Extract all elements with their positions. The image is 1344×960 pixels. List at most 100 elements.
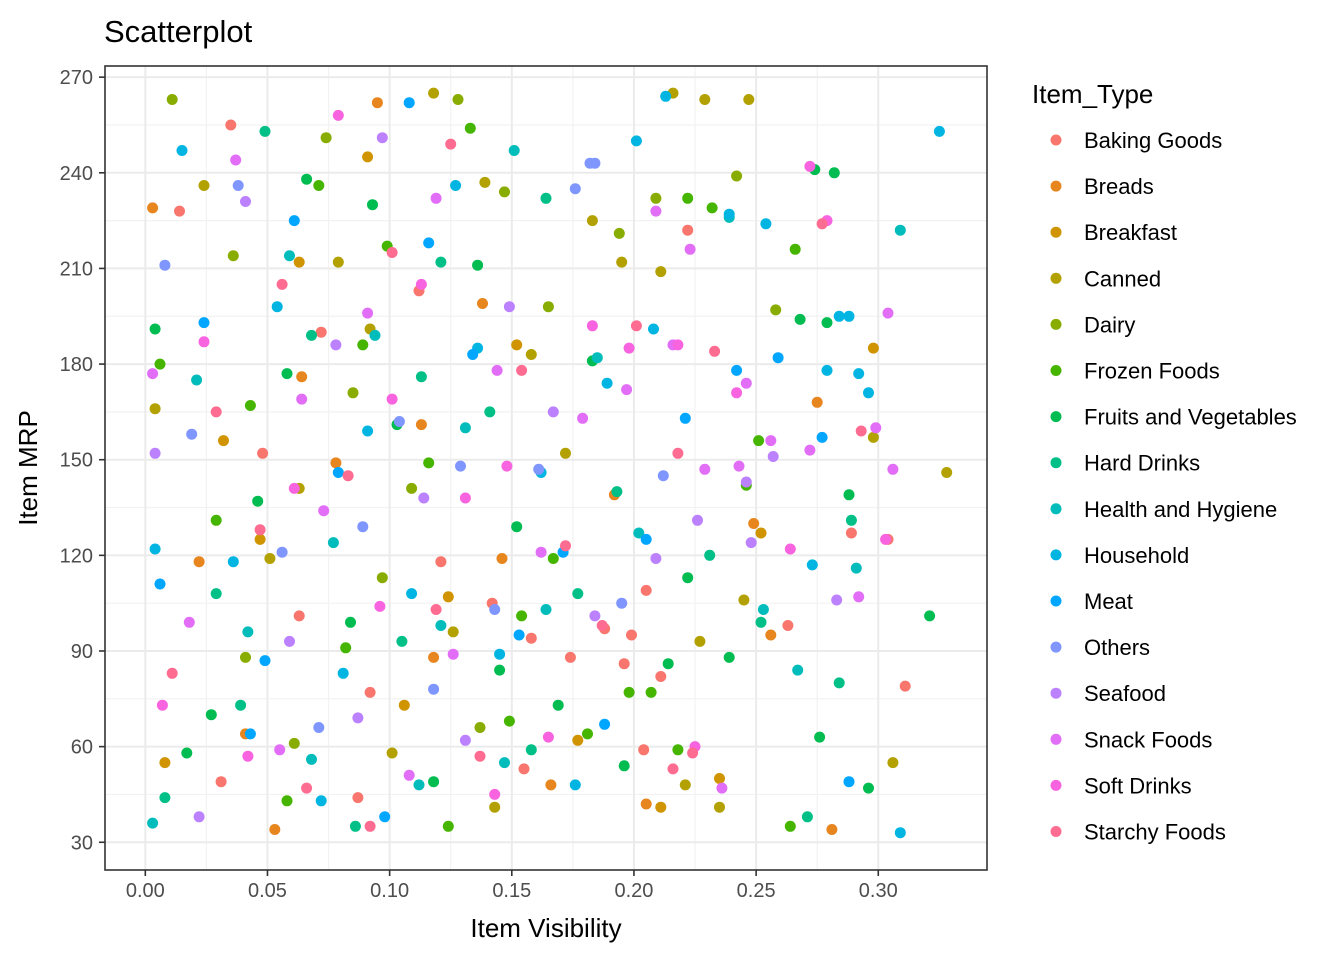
- data-point: [714, 801, 725, 813]
- legend-label: Breakfast: [1084, 220, 1177, 245]
- data-point: [281, 795, 293, 807]
- data-point: [415, 419, 427, 431]
- data-point: [357, 339, 369, 351]
- legend-label: Baking Goods: [1084, 128, 1222, 153]
- data-point: [843, 310, 855, 322]
- data-point: [418, 492, 430, 504]
- legend-item: Soft Drinks: [1050, 773, 1192, 798]
- data-point: [313, 722, 325, 733]
- data-point: [149, 323, 161, 335]
- data-point: [183, 616, 195, 628]
- data-point: [599, 718, 611, 730]
- data-point: [572, 734, 584, 746]
- data-point: [413, 779, 425, 791]
- data-point: [564, 651, 576, 663]
- legend-key: [1050, 365, 1062, 376]
- data-point: [499, 757, 510, 769]
- data-point: [371, 97, 383, 109]
- data-point: [428, 651, 440, 663]
- x-tick-label: 0.10: [370, 880, 409, 902]
- data-point: [254, 533, 266, 545]
- data-point: [821, 364, 833, 376]
- data-point: [415, 278, 427, 290]
- data-point: [154, 578, 166, 590]
- data-point: [821, 317, 833, 329]
- legend-key: [1050, 180, 1062, 192]
- data-point: [174, 205, 185, 217]
- data-point: [181, 747, 193, 759]
- x-tick-label: 0.30: [859, 880, 898, 902]
- data-point: [472, 259, 484, 271]
- data-point: [345, 616, 356, 628]
- legend-key: [1050, 457, 1062, 469]
- data-point: [176, 145, 188, 156]
- legend-item: Health and Hygiene: [1050, 497, 1277, 522]
- data-point: [706, 202, 718, 214]
- data-point: [623, 686, 635, 698]
- y-tick-label: 120: [60, 545, 93, 567]
- data-point: [232, 180, 244, 191]
- data-point: [364, 686, 376, 698]
- data-point: [655, 266, 667, 278]
- data-point: [149, 447, 161, 459]
- legend-label: Hard Drinks: [1084, 451, 1200, 476]
- data-point: [657, 470, 669, 482]
- x-axis-title: Item Visibility: [470, 913, 621, 943]
- data-point: [230, 154, 242, 166]
- data-point: [542, 731, 554, 743]
- legend-item: Fruits and Vegetables: [1050, 405, 1297, 430]
- data-point: [755, 616, 767, 628]
- data-point: [525, 632, 537, 644]
- data-point: [330, 457, 342, 469]
- data-point: [330, 339, 342, 351]
- data-point: [198, 317, 210, 329]
- data-point: [284, 250, 295, 262]
- axes: 0.00 0.05 0.10 0.15 0.20 0.25 0.30 30 60 90 120 150…: [60, 67, 898, 902]
- data-point: [887, 757, 899, 769]
- data-point: [327, 537, 339, 549]
- data-point: [186, 428, 198, 440]
- data-point: [867, 431, 879, 443]
- data-point: [672, 447, 684, 459]
- data-point: [638, 744, 650, 756]
- data-point: [811, 396, 823, 408]
- data-point: [794, 313, 806, 325]
- y-axis-title: Item MRP: [13, 410, 43, 526]
- data-point: [533, 463, 545, 475]
- data-point: [288, 215, 300, 227]
- data-point: [364, 820, 376, 832]
- data-point: [455, 460, 466, 472]
- data-point: [430, 604, 442, 615]
- data-point: [205, 709, 217, 721]
- data-point: [147, 202, 159, 214]
- legend-key: [1050, 826, 1062, 837]
- data-point: [147, 368, 159, 380]
- data-point: [755, 527, 767, 539]
- data-point: [704, 549, 716, 561]
- data-point: [198, 180, 210, 191]
- data-point: [516, 364, 528, 376]
- data-point: [679, 779, 691, 791]
- data-point: [218, 435, 229, 447]
- data-point: [149, 403, 161, 415]
- data-point: [489, 801, 501, 813]
- data-point: [828, 167, 840, 179]
- data-point: [386, 393, 398, 405]
- data-point: [257, 447, 269, 459]
- data-point: [318, 505, 330, 517]
- data-point: [484, 406, 496, 418]
- data-point: [459, 492, 471, 504]
- data-point: [745, 537, 757, 549]
- data-point: [748, 518, 760, 529]
- data-point: [227, 556, 239, 568]
- data-point: [616, 256, 628, 268]
- data-point: [215, 776, 227, 788]
- legend-item: Seafood: [1050, 681, 1166, 706]
- data-point: [887, 463, 899, 475]
- data-point: [767, 451, 779, 462]
- legend-label: Frozen Foods: [1084, 359, 1220, 384]
- data-point: [547, 553, 559, 564]
- data-point: [682, 192, 694, 204]
- data-point: [149, 543, 161, 555]
